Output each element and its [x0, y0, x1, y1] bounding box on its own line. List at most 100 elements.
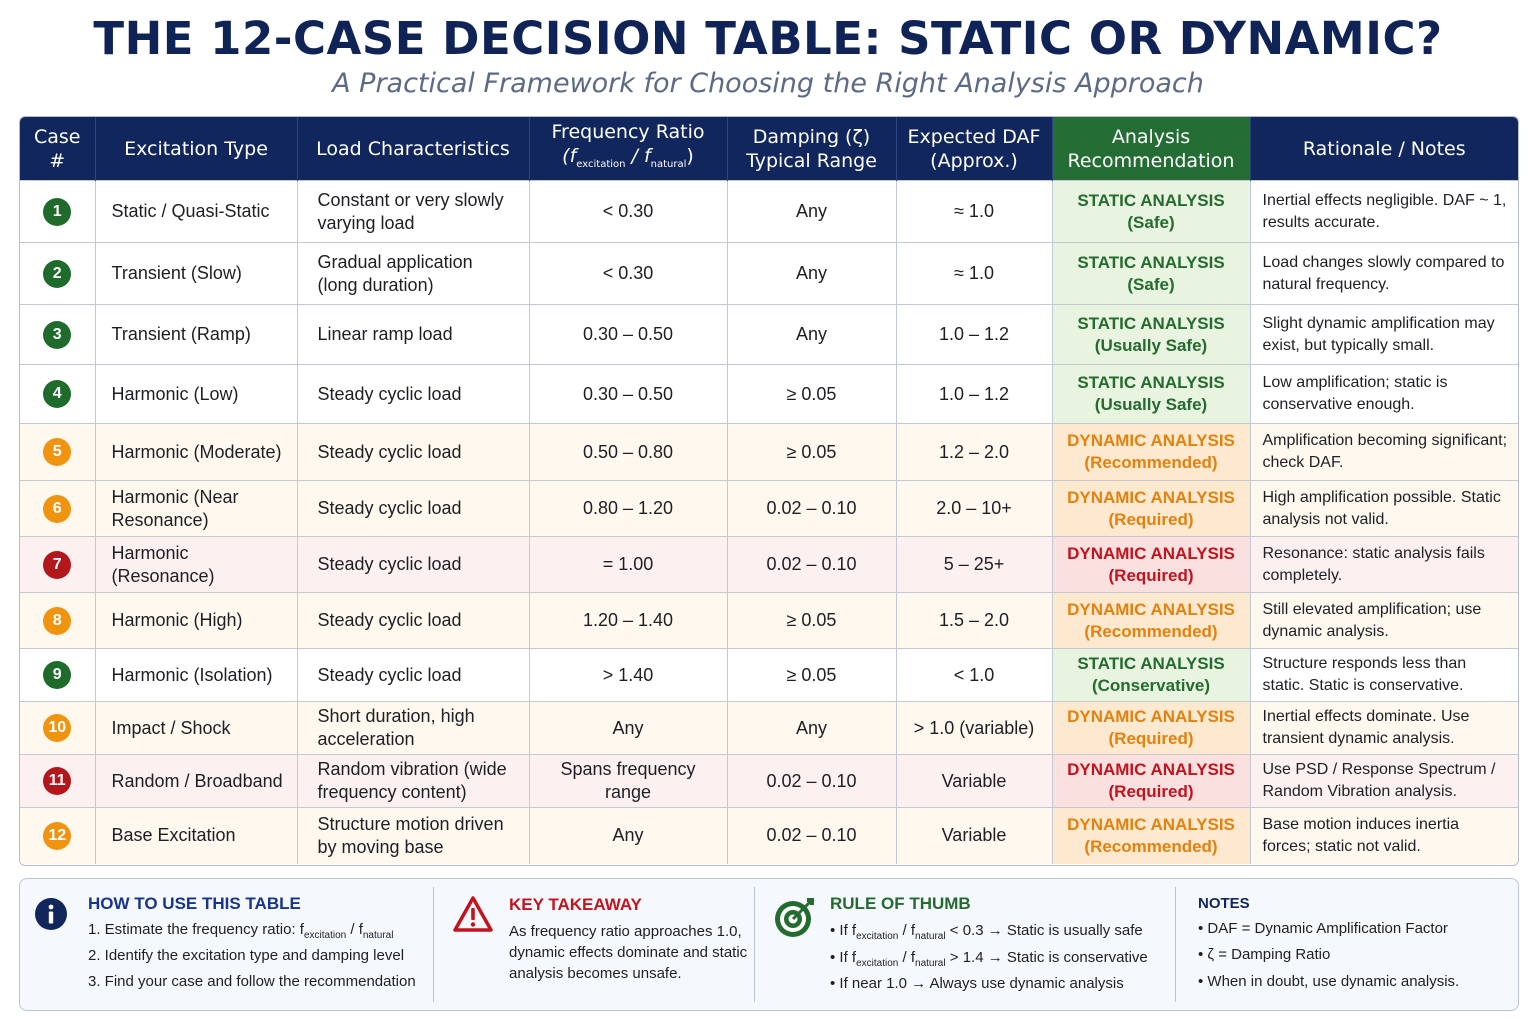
recommendation-type: DYNAMIC ANALYSIS	[1067, 760, 1235, 779]
daf-cell: 5 – 25+	[896, 536, 1053, 593]
frequency-ratio-cell: < 0.30	[529, 180, 728, 243]
how-step-1: 1. Estimate the frequency ratio: fexcita…	[88, 921, 394, 941]
load-characteristics-cell: Steady cyclic load	[297, 364, 530, 424]
target-icon	[775, 898, 814, 937]
frequency-ratio-cell: 1.20 – 1.40	[529, 592, 728, 649]
damping-cell: 0.02 – 0.10	[727, 480, 897, 537]
recommendation-type: DYNAMIC ANALYSIS	[1067, 543, 1235, 563]
header-load-characteristics: Load Characteristics	[297, 117, 530, 181]
rationale-cell: Low amplification; static is conservativ…	[1250, 364, 1518, 424]
notes-line-1: • DAF = Dynamic Amplification Factor	[1198, 920, 1448, 937]
case-badge: 2	[43, 259, 72, 288]
header-damping: Damping (ζ) Typical Range	[727, 117, 897, 181]
recommendation-qualifier: (Recommended)	[1084, 453, 1218, 472]
daf-cell: ≈ 1.0	[896, 242, 1053, 305]
recommendation-qualifier: (Usually Safe)	[1094, 395, 1208, 414]
case-number-cell: 8	[20, 592, 96, 649]
daf-cell: 1.0 – 1.2	[896, 304, 1053, 365]
case-number-cell: 5	[20, 423, 96, 481]
rationale-cell: Load changes slowly compared to natural …	[1250, 242, 1518, 305]
frequency-ratio-cell: Any	[529, 807, 728, 864]
recommendation-qualifier: (Safe)	[1127, 212, 1175, 232]
notes-section: NOTES • DAF = Dynamic Amplification Fact…	[1176, 879, 1516, 1010]
recommendation-type: STATIC ANALYSIS	[1077, 373, 1225, 392]
rationale-cell: Inertial effects dominate. Use transient…	[1250, 701, 1518, 755]
case-number-cell: 1	[20, 180, 96, 243]
case-badge: 11	[43, 767, 72, 795]
case-number-cell: 10	[20, 701, 96, 755]
load-characteristics-cell: Steady cyclic load	[297, 536, 530, 593]
case-badge: 3	[43, 320, 72, 349]
analysis-recommendation-cell: STATIC ANALYSIS (Safe)	[1052, 242, 1251, 305]
how-to-use-title: HOW TO USE THIS TABLE	[88, 894, 301, 913]
recommendation-type: STATIC ANALYSIS	[1077, 252, 1225, 272]
footer-divider	[433, 887, 434, 1002]
damping-cell: 0.02 – 0.10	[727, 754, 897, 808]
case-number-cell: 2	[20, 242, 96, 305]
case-badge: 5	[43, 438, 72, 466]
recommendation-qualifier: (Required)	[1108, 565, 1194, 585]
load-characteristics-cell: Linear ramp load	[297, 304, 530, 365]
case-badge: 4	[43, 380, 72, 408]
recommendation-qualifier: (Usually Safe)	[1094, 335, 1208, 355]
load-characteristics-cell: Random vibration (wide frequency content…	[297, 754, 530, 808]
case-badge: 12	[43, 821, 72, 850]
rationale-cell: Amplification becoming significant; chec…	[1250, 423, 1518, 481]
footer-divider	[754, 887, 755, 1002]
case-badge: 7	[43, 550, 72, 579]
damping-cell: 0.02 – 0.10	[727, 807, 897, 864]
rule-line-3: • If near 1.0 → Always use dynamic analy…	[830, 975, 1124, 992]
rule-of-thumb-section: RULE OF THUMB • If fexcitation / fnatura…	[755, 879, 1175, 1010]
table-row: 11 Random / Broadband Random vibration (wi…	[20, 754, 1518, 808]
recommendation-qualifier: (Required)	[1108, 782, 1194, 801]
damping-cell: Any	[727, 180, 897, 243]
rationale-cell: Structure responds less than static. Sta…	[1250, 648, 1518, 702]
header-rationale-notes: Rationale / Notes	[1250, 117, 1518, 181]
recommendation-qualifier: (Safe)	[1127, 274, 1175, 294]
table-row: 5 Harmonic (Moderate) Steady cyclic load 0.…	[20, 423, 1518, 481]
table-row: 2 Transient (Slow) Gradual application (lo…	[20, 242, 1518, 305]
daf-cell: 1.0 – 1.2	[896, 364, 1053, 424]
header-case: Case #	[20, 117, 96, 181]
excitation-type-cell: Transient (Ramp)	[95, 304, 298, 365]
how-to-use-section: HOW TO USE THIS TABLE 1. Estimate the fr…	[20, 879, 433, 1010]
case-number-cell: 3	[20, 304, 96, 365]
recommendation-qualifier: (Conservative)	[1091, 676, 1211, 695]
case-badge: 8	[43, 606, 72, 635]
recommendation-type: DYNAMIC ANALYSIS	[1067, 707, 1235, 726]
analysis-recommendation-cell: DYNAMIC ANALYSIS (Required)	[1052, 701, 1251, 755]
rationale-cell: Inertial effects negligible. DAF ~ 1, re…	[1250, 180, 1518, 243]
key-line-3: analysis becomes unsafe.	[509, 965, 682, 982]
load-characteristics-cell: Gradual application (long duration)	[297, 242, 530, 305]
table-row: 8 Harmonic (High) Steady cyclic load 1.20 –…	[20, 592, 1518, 649]
frequency-ratio-cell: 0.30 – 0.50	[529, 304, 728, 365]
footer-panel: HOW TO USE THIS TABLE 1. Estimate the fr…	[19, 878, 1519, 1011]
info-icon	[35, 898, 67, 930]
notes-line-3: • When in doubt, use dynamic analysis.	[1198, 973, 1460, 990]
damping-cell: ≥ 0.05	[727, 592, 897, 649]
daf-cell: > 1.0 (variable)	[896, 701, 1053, 755]
how-step-2: 2. Identify the excitation type and damp…	[88, 947, 405, 964]
frequency-ratio-cell: 0.80 – 1.20	[529, 480, 728, 537]
frequency-ratio-cell: Any	[529, 701, 728, 755]
damping-cell: ≥ 0.05	[727, 364, 897, 424]
excitation-type-cell: Static / Quasi-Static	[95, 180, 298, 243]
case-number-cell: 11	[20, 754, 96, 808]
frequency-ratio-cell: 0.30 – 0.50	[529, 364, 728, 424]
analysis-recommendation-cell: DYNAMIC ANALYSIS (Required)	[1052, 480, 1251, 537]
page-title: THE 12-CASE DECISION TABLE: STATIC OR DY…	[93, 12, 1443, 65]
excitation-type-cell: Base Excitation	[95, 807, 298, 864]
frequency-ratio-cell: = 1.00	[529, 536, 728, 593]
table-row: 3 Transient (Ramp) Linear ramp load 0.30 – …	[20, 304, 1518, 365]
table-row: 7 Harmonic (Resonance) Steady cyclic load =…	[20, 536, 1518, 593]
header-analysis-recommendation: Analysis Recommendation	[1052, 117, 1251, 181]
key-line-1: As frequency ratio approaches 1.0,	[509, 923, 742, 940]
table-row: 4 Harmonic (Low) Steady cyclic load 0.30 – …	[20, 364, 1518, 424]
case-badge: 9	[43, 661, 72, 689]
analysis-recommendation-cell: DYNAMIC ANALYSIS (Recommended)	[1052, 807, 1251, 864]
rule-line-2: • If fexcitation / fnatural > 1.4 → Stat…	[830, 949, 1148, 969]
daf-cell: Variable	[896, 807, 1053, 864]
recommendation-type: STATIC ANALYSIS	[1077, 313, 1225, 333]
excitation-type-cell: Transient (Slow)	[95, 242, 298, 305]
recommendation-qualifier: (Required)	[1108, 509, 1194, 529]
